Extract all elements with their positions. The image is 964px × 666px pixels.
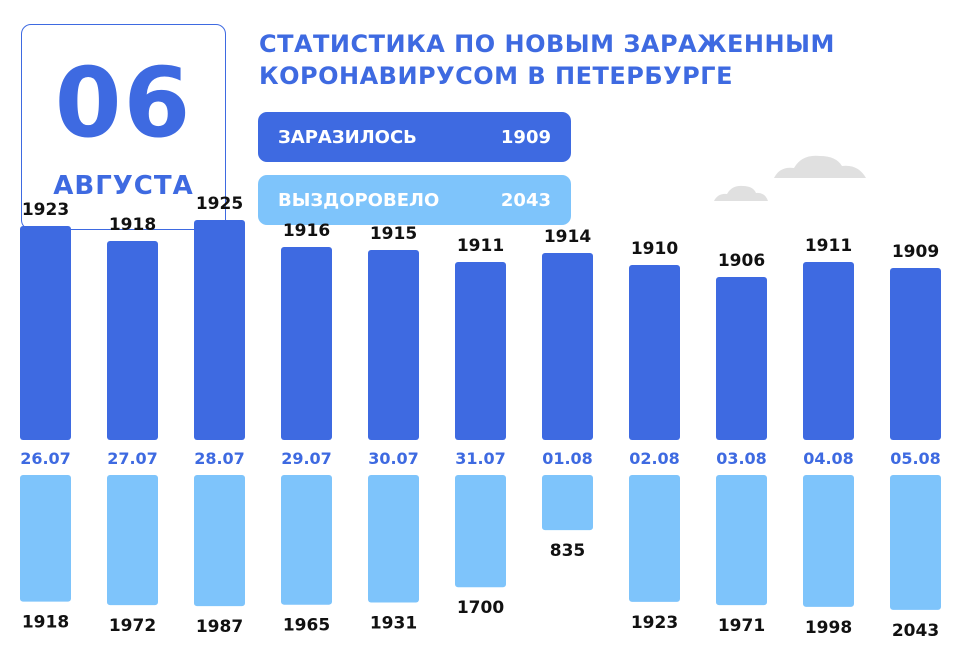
infected-value-label: 1916 [283, 221, 330, 241]
infected-bar [542, 253, 593, 440]
infected-value-label: 1911 [805, 236, 852, 256]
infected-bar [20, 226, 71, 440]
cloud-small-icon [714, 185, 768, 201]
date-label: 02.08 [629, 449, 680, 468]
recovered-value-label: 1972 [109, 616, 156, 636]
recovered-label: ВЫЗДОРОВЕЛО [278, 189, 440, 211]
recovered-value-label: 1965 [283, 616, 330, 636]
infected-bar [629, 265, 680, 440]
recovered-value-label: 1998 [805, 618, 852, 638]
date-label: 26.07 [20, 449, 71, 468]
recovered-bar [542, 475, 593, 531]
recovered-bar [890, 475, 941, 610]
infected-summary: ЗАРАЗИЛОСЬ 1909 [258, 112, 571, 162]
infected-value-label: 1910 [631, 239, 678, 259]
infected-bar [368, 250, 419, 440]
date-label: 27.07 [107, 449, 158, 468]
recovered-value-label: 1971 [718, 616, 765, 636]
date-label: 30.07 [368, 449, 419, 468]
infected-value-label: 1925 [196, 194, 243, 214]
cloud-large-icon [774, 155, 866, 178]
infected-value-label: 1906 [718, 251, 765, 271]
date-label: 31.07 [455, 449, 506, 468]
infected-bar [107, 241, 158, 440]
recovered-bar [281, 475, 332, 605]
infected-value: 1909 [500, 126, 551, 148]
recovered-value-label: 1700 [457, 598, 504, 618]
infected-bar [716, 277, 767, 440]
recovered-summary: ВЫЗДОРОВЕЛО 2043 [258, 175, 571, 225]
infected-value-label: 1914 [544, 227, 591, 247]
recovered-bar [107, 475, 158, 606]
date-label: 05.08 [890, 449, 941, 468]
date-label: 29.07 [281, 449, 332, 468]
infected-bar [803, 262, 854, 440]
recovered-value-label: 1918 [22, 613, 69, 633]
date-label: 03.08 [716, 449, 767, 468]
page-title: Статистика по новым зараженным коронавир… [259, 30, 835, 90]
infected-label: ЗАРАЗИЛОСЬ [278, 126, 417, 148]
recovered-bar [455, 475, 506, 588]
recovered-value-label: 1931 [370, 613, 417, 633]
infected-value-label: 1911 [457, 236, 504, 256]
date-label: 01.08 [542, 449, 593, 468]
recovered-bar [194, 475, 245, 607]
recovered-bar [716, 475, 767, 606]
recovered-value-label: 1987 [196, 617, 243, 637]
recovered-bar [803, 475, 854, 607]
infected-bar [890, 268, 941, 440]
recovered-value-label: 2043 [892, 621, 939, 641]
infected-value-label: 1923 [22, 200, 69, 220]
recovered-value-label: 835 [550, 541, 586, 561]
infected-value-label: 1909 [892, 242, 939, 262]
date-label: 28.07 [194, 449, 245, 468]
recovered-bar [368, 475, 419, 603]
date-day: 06 [54, 47, 193, 159]
date-month: АВГУСТА [53, 171, 194, 201]
infected-value-label: 1918 [109, 215, 156, 235]
date-card: 06 АВГУСТА [21, 24, 226, 230]
infected-bar [455, 262, 506, 440]
recovered-value: 2043 [500, 189, 551, 211]
infected-bar [194, 220, 245, 440]
infected-value-label: 1915 [370, 224, 417, 244]
recovered-bar [20, 475, 71, 602]
recovered-value-label: 1923 [631, 613, 678, 633]
infected-bar [281, 247, 332, 440]
recovered-bar [629, 475, 680, 602]
date-label: 04.08 [803, 449, 854, 468]
